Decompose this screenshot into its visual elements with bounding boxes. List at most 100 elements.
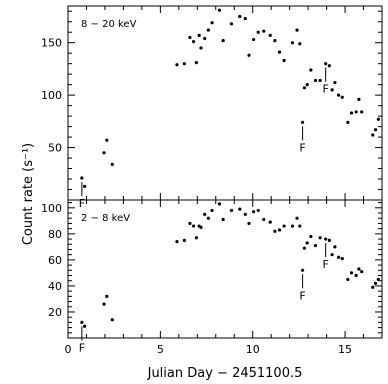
data-point: [188, 221, 192, 226]
data-point: [217, 202, 222, 206]
data-point: [256, 208, 260, 213]
y-tick-label: 50: [48, 142, 62, 155]
data-point: [252, 210, 256, 214]
panel-top: 50 100 150 8 − 20 keV F F F: [41, 5, 383, 210]
data-point: [340, 95, 344, 99]
data-point: [349, 111, 354, 115]
marker-label: F: [79, 341, 85, 354]
data-point: [210, 208, 214, 213]
data-point: [206, 216, 210, 220]
data-point: [229, 22, 234, 26]
data-point: [302, 86, 307, 90]
x-tick-label: 15: [338, 343, 352, 356]
data-point: [247, 53, 251, 57]
data-point: [182, 238, 186, 242]
data-point: [360, 270, 364, 274]
data-point: [376, 117, 380, 121]
marker-label: F: [79, 197, 85, 210]
data-point: [105, 294, 109, 298]
data-point: [243, 16, 247, 21]
data-point: [221, 39, 225, 43]
data-point: [105, 138, 109, 142]
data-point: [83, 184, 87, 188]
data-point: [262, 217, 266, 222]
data-point: [252, 37, 256, 42]
data-point: [194, 61, 198, 65]
data-point: [290, 41, 295, 45]
data-point: [199, 46, 203, 50]
marker-label: F: [323, 258, 329, 271]
data-point: [199, 225, 203, 229]
y-tick-label: 150: [41, 37, 62, 50]
data-point: [354, 273, 358, 278]
data-point: [346, 277, 350, 282]
plot-frame: [67, 5, 383, 201]
data-point: [305, 241, 309, 245]
data-point: [371, 133, 375, 137]
data-point: [333, 80, 337, 85]
data-point: [313, 78, 318, 83]
data-point: [354, 110, 358, 114]
marker-label: F: [299, 141, 305, 154]
data-point: [302, 246, 307, 250]
data-point: [324, 237, 328, 241]
data-point: [313, 243, 318, 248]
data-point: [290, 224, 295, 228]
data-point: [83, 324, 87, 328]
data-point: [330, 253, 334, 257]
data-point: [102, 302, 106, 306]
data-point: [210, 21, 214, 25]
data-point: [336, 255, 341, 259]
data-point: [175, 240, 179, 244]
data-point: [346, 120, 350, 124]
data-point: [221, 217, 225, 222]
data-point: [110, 162, 114, 166]
data-point: [194, 236, 198, 240]
data-point: [197, 33, 201, 37]
data-point: [376, 277, 380, 282]
data-point: [373, 281, 378, 285]
data-point: [277, 50, 282, 54]
data-point: [330, 88, 334, 92]
x-axis-label: Julian Day − 2451100.5: [147, 366, 303, 381]
data-point: [318, 78, 322, 83]
data-point: [182, 62, 186, 66]
y-tick-label: 60: [48, 254, 62, 267]
data-point: [203, 36, 207, 41]
x-tick-label: 0: [65, 343, 72, 356]
data-point: [318, 236, 322, 240]
data-point: [206, 28, 210, 32]
data-point: [262, 29, 266, 33]
data-point: [273, 39, 277, 43]
x-tick-label: 10: [246, 343, 260, 356]
data-point: [192, 40, 196, 44]
y-axis-label: Count rate (s⁻¹): [21, 143, 36, 245]
data-point: [247, 221, 251, 226]
marker-label: F: [299, 289, 305, 302]
data-point: [175, 63, 179, 67]
panel-label: 2 − 8 keV: [81, 213, 130, 224]
data-point: [295, 28, 299, 32]
marker-label: F: [323, 83, 329, 96]
data-point: [229, 208, 234, 213]
data-point: [333, 245, 337, 249]
data-point: [305, 83, 309, 87]
data-point: [282, 58, 286, 63]
data-point: [327, 64, 331, 68]
data-point: [238, 207, 242, 211]
data-point: [298, 224, 302, 228]
data-point: [300, 120, 305, 124]
y-tick-label: 80: [48, 228, 62, 241]
data-point: [373, 128, 378, 132]
data-point: [268, 33, 272, 37]
data-point: [80, 320, 84, 324]
data-point: [268, 220, 272, 224]
data-point: [360, 110, 364, 114]
data-point: [110, 318, 114, 322]
x-tick-label: 5: [157, 343, 164, 356]
data-point: [349, 271, 354, 275]
data-point: [282, 224, 286, 228]
data-point: [203, 212, 207, 216]
data-point: [324, 62, 328, 66]
